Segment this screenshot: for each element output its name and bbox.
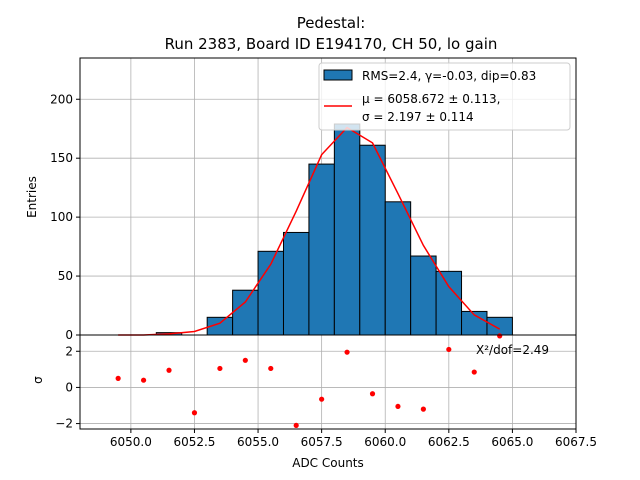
- legend: RMS=2.4, γ=-0.03, dip=0.83 μ = 6058.672 …: [318, 62, 571, 131]
- residual-point-4: [217, 365, 223, 372]
- residual-point-12: [420, 406, 426, 412]
- residual-point-7: [293, 422, 299, 428]
- top-y-tick-label-3: 150: [50, 151, 73, 165]
- residual-point-6: [268, 365, 274, 372]
- residual-point-15: [497, 333, 503, 339]
- bottom-axes-frame: [79, 334, 577, 430]
- chi2-annotation: X²/dof=2.49: [476, 343, 549, 357]
- residual-point-2: [166, 367, 172, 373]
- chart-subtitle: Run 2383, Board ID E194170, CH 50, lo ga…: [165, 35, 498, 53]
- top-y-ticks: 0 50 100 150 200: [50, 92, 80, 342]
- x-tick-label-6: 6065.0: [491, 435, 533, 449]
- residual-point-0: [115, 375, 121, 381]
- bottom-y-ticks: −2 0 2: [55, 344, 80, 431]
- x-tick-label-3: 6057.5: [301, 435, 343, 449]
- bottom-y-tick-label-2: 2: [65, 344, 73, 358]
- residual-point-11: [395, 403, 401, 410]
- y-axis-label-sigma: σ: [31, 376, 45, 384]
- residual-point-14: [471, 369, 477, 375]
- x-ticks: 6050.0 6052.5 6055.0 6057.5 6060.0 6062.5 6065…: [110, 429, 597, 449]
- legend-hist-label: RMS=2.4, γ=-0.03, dip=0.83: [362, 69, 536, 83]
- legend-fit-label-line1: μ = 6058.672 ± 0.113,: [362, 92, 500, 106]
- residual-point-13: [446, 346, 452, 353]
- legend-fit-label-line2: σ = 2.197 ± 0.114: [362, 110, 474, 124]
- top-y-tick-label-4: 200: [50, 92, 73, 106]
- x-tick-label-2: 6055.0: [237, 435, 279, 449]
- gaussian-fit-line: [118, 126, 501, 336]
- legend-box: [318, 62, 571, 131]
- histogram-bar-12: [410, 255, 437, 336]
- residual-point-5: [242, 357, 248, 363]
- legend-hist-swatch: [323, 69, 353, 81]
- histogram-bar-13: [435, 270, 463, 336]
- bottom-y-tick-label-1: 0: [65, 380, 73, 394]
- chart-title: Pedestal:: [297, 14, 366, 32]
- histogram-bar-7: [282, 231, 310, 336]
- histogram-bar-15: [486, 316, 513, 336]
- y-axis-label-entries: Entries: [25, 176, 39, 218]
- residual-point-1: [140, 377, 147, 383]
- residual-point-8: [319, 396, 325, 402]
- histogram-bar-11: [384, 201, 412, 336]
- x-tick-label-7: 6067.5: [555, 435, 597, 449]
- histogram-bars: [155, 123, 513, 336]
- top-y-tick-label-0: 0: [65, 328, 73, 342]
- top-y-tick-label-1: 50: [58, 269, 73, 283]
- histogram-bar-8: [308, 163, 335, 336]
- x-tick-label-1: 6052.5: [173, 435, 215, 449]
- residual-point-10: [369, 391, 376, 397]
- top-y-tick-label-2: 100: [50, 210, 73, 224]
- x-tick-label-5: 6062.5: [428, 435, 470, 449]
- residual-points: [115, 333, 503, 428]
- x-tick-label-4: 6060.0: [364, 435, 406, 449]
- histogram-bar-10: [359, 144, 386, 336]
- histogram-bar-5: [232, 289, 259, 336]
- histogram-bar-9: [333, 123, 361, 336]
- residual-point-9: [344, 349, 350, 355]
- bottom-y-tick-label-0: −2: [55, 417, 73, 431]
- residual-point-3: [191, 410, 198, 416]
- x-axis-label: ADC Counts: [292, 456, 364, 470]
- x-tick-label-0: 6050.0: [110, 435, 152, 449]
- bottom-grid: [80, 335, 577, 429]
